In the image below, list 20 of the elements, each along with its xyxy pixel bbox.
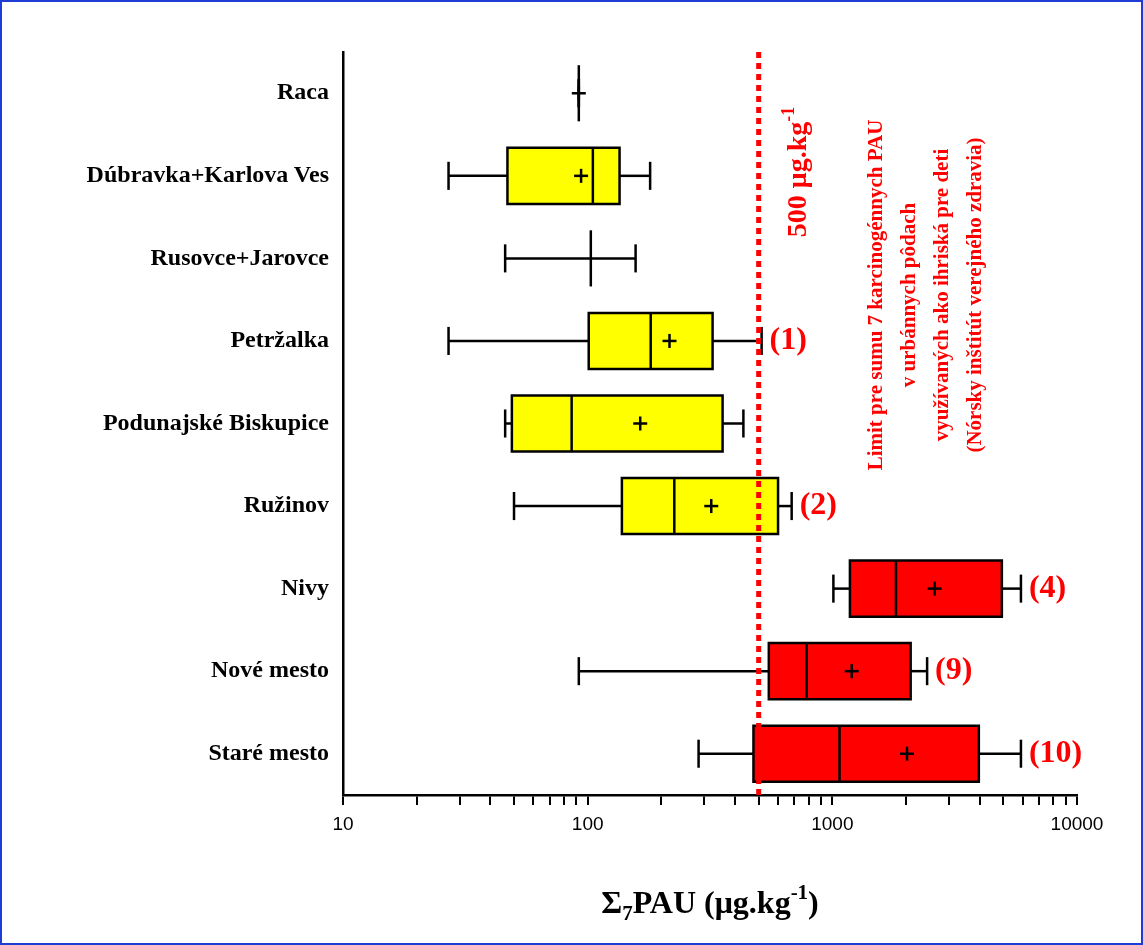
y-tick-label: Podunajské Biskupice — [102, 408, 330, 435]
annotation: Limit pre sumu 7 karcinogénnych PAU v urbánnych pôdach využívaných ako ihriská pre deti (Nórsky inštitút verejného zdravia) — [863, 119, 987, 471]
y-tick-label: Rusovce+Jarovce — [150, 243, 330, 270]
x-tick-label: 100 — [571, 812, 604, 834]
y-tick-label: Staré mesto — [208, 738, 329, 765]
y-tick-label: Petržalka — [230, 326, 329, 353]
annotation: (4) — [1028, 567, 1067, 604]
annotation: (9) — [935, 650, 973, 687]
annotation: (2) — [799, 485, 837, 522]
annotation: (10) — [1028, 732, 1083, 769]
x-tick-label: 1000 — [811, 812, 854, 834]
y-tick-label: Raca — [277, 78, 329, 105]
y-tick-label: Dúbravka+Karlova Ves — [86, 161, 329, 188]
y-tick-label: Nivy — [281, 573, 329, 600]
x-tick-label: 10 — [332, 812, 354, 834]
y-tick-label: Ružinov — [243, 491, 329, 518]
y-tick-label: Nové mesto — [211, 656, 329, 683]
ref-line-label: 500 μg.kg-1 — [777, 106, 812, 238]
x-tick-label: 10000 — [1050, 812, 1104, 834]
annotation: (1) — [769, 320, 807, 357]
